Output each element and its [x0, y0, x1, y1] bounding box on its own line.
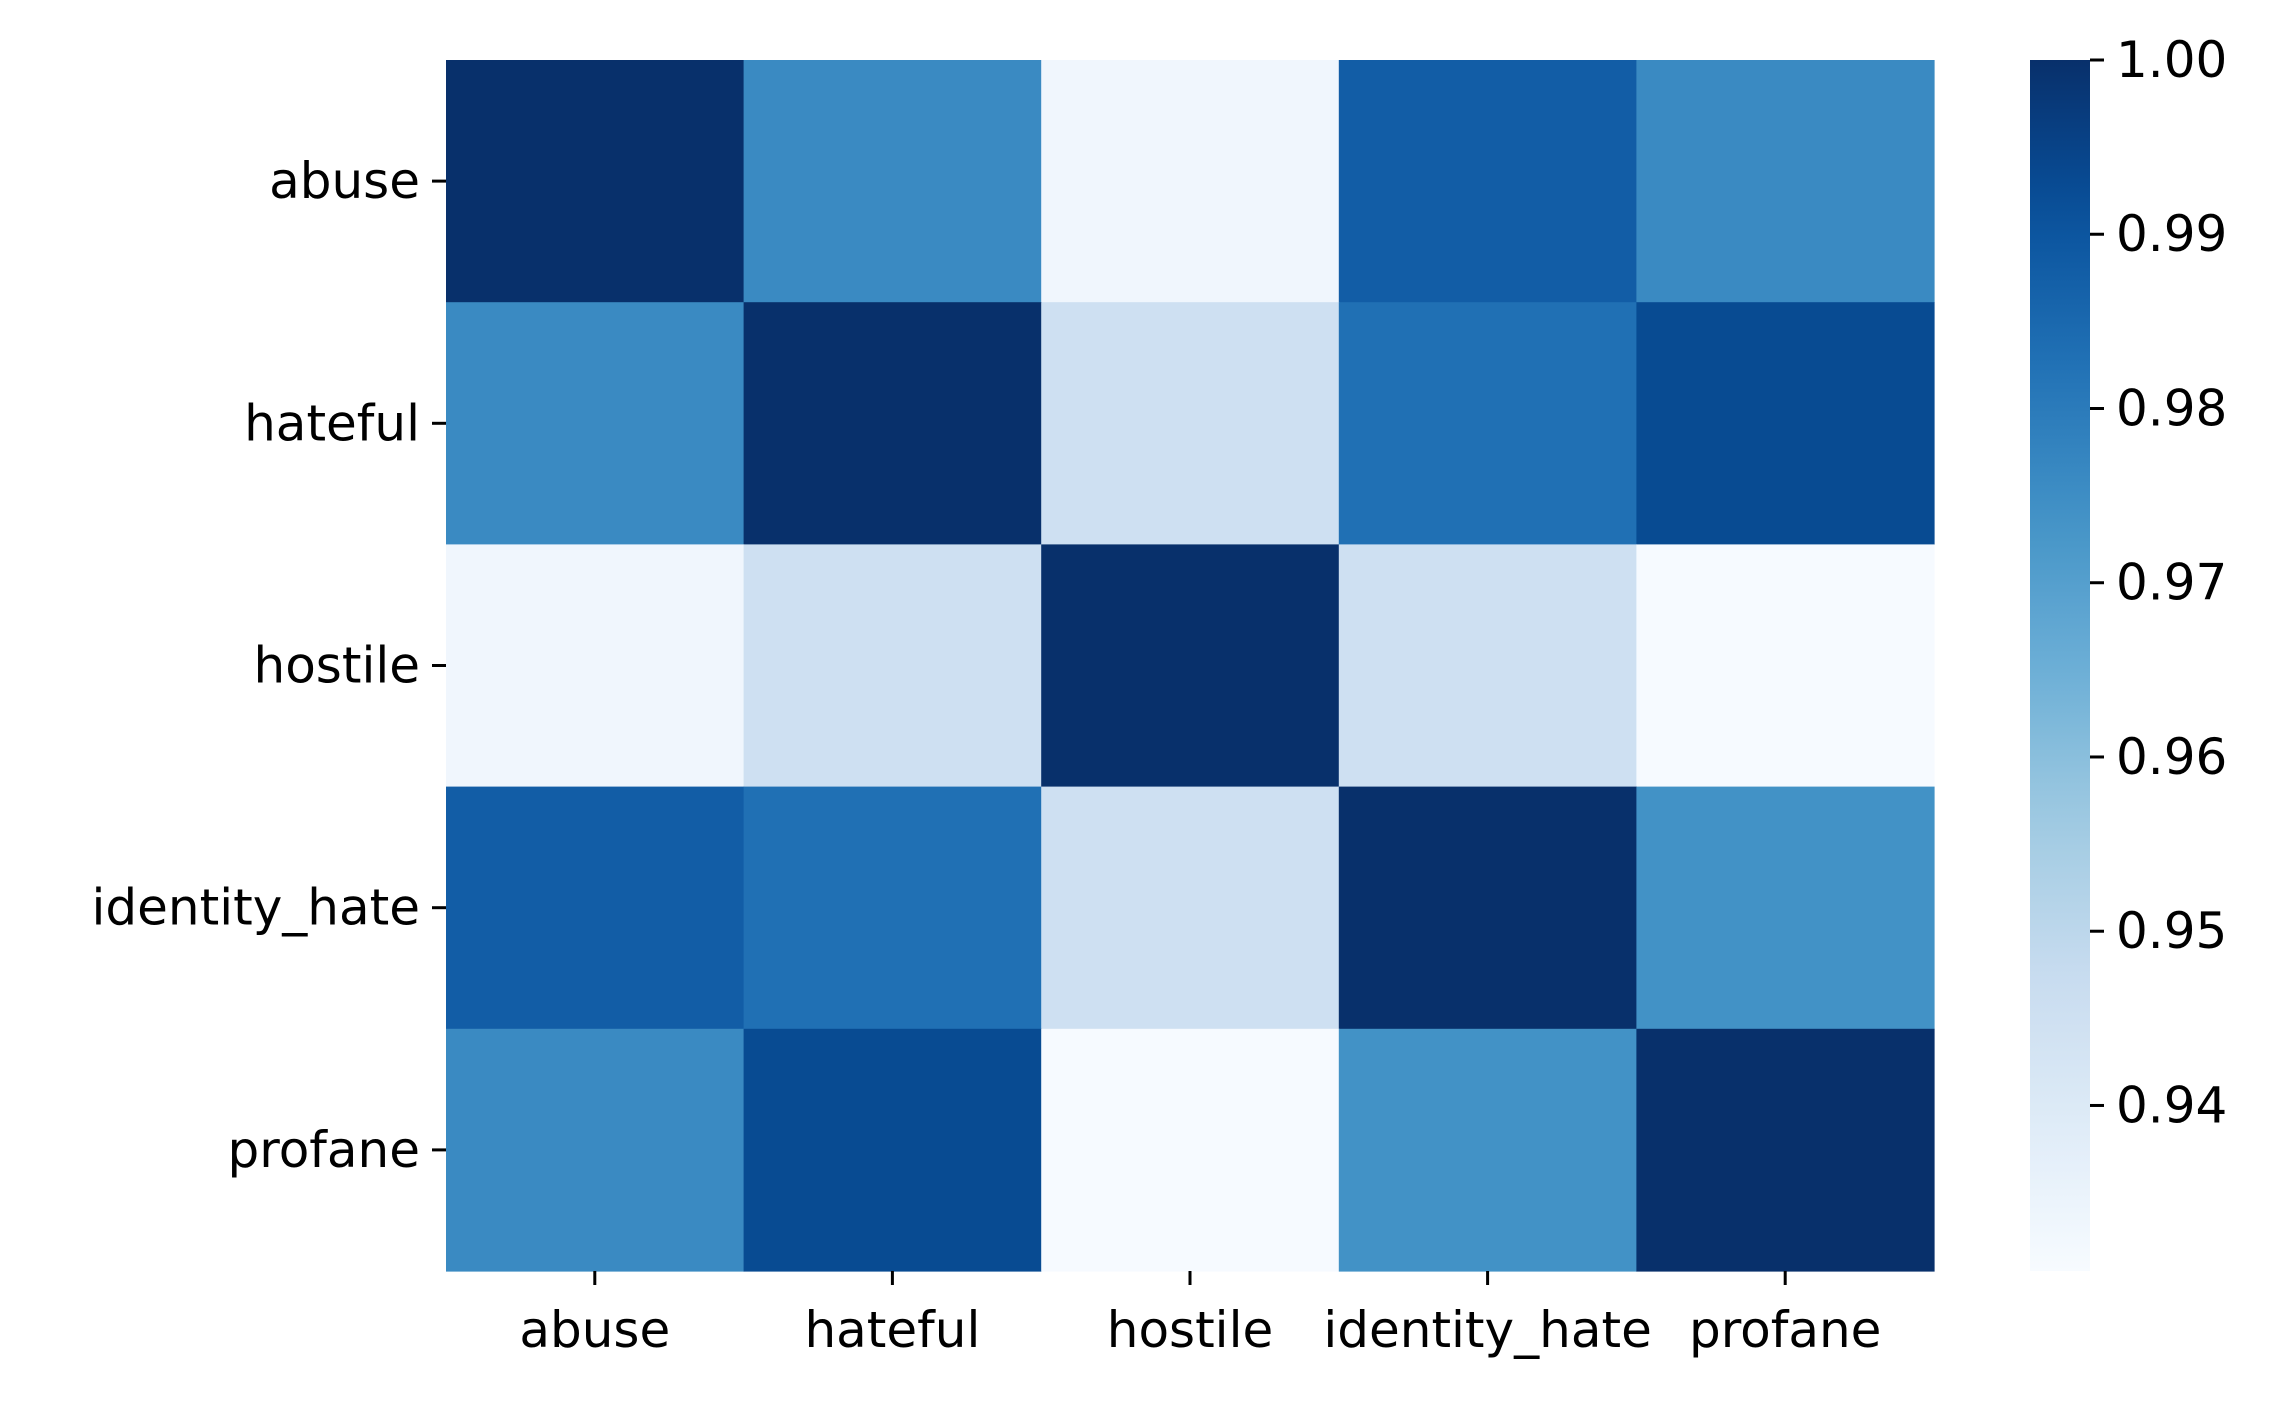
x-tick-label: identity_hate — [1323, 1301, 1651, 1359]
heatmap-cell-hateful-abuse — [446, 302, 745, 545]
colorbar-tick-label: 1.00 — [2116, 31, 2227, 89]
colorbar-tick-label: 0.99 — [2116, 205, 2227, 263]
y-tick-label: profane — [228, 1121, 420, 1179]
x-tick-label: profane — [1689, 1301, 1881, 1359]
heatmap-cell-profane-hostile — [1041, 1028, 1340, 1272]
colorbar-tick-label: 0.94 — [2116, 1076, 2227, 1134]
heatmap-cell-hostile-identity_hate — [1338, 544, 1637, 788]
heatmap-cell-hostile-hateful — [743, 544, 1042, 788]
heatmap-cell-identity_hate-abuse — [446, 786, 745, 1030]
colorbar-tick-label: 0.97 — [2116, 554, 2227, 612]
heatmap-cell-hateful-identity_hate — [1338, 302, 1637, 545]
heatmap-cell-profane-identity_hate — [1338, 1028, 1637, 1272]
heatmap-cell-hostile-hostile — [1041, 544, 1340, 788]
x-axis: abuse hateful hostile identity_hate profane — [519, 1271, 1881, 1359]
colorbar-gradient — [2030, 60, 2090, 1271]
colorbar-tick-label: 0.98 — [2116, 379, 2227, 437]
colorbar: 0.94 0.95 0.96 0.97 0.98 0.99 1.00 — [2030, 31, 2227, 1271]
heatmap-cell-profane-hateful — [743, 1028, 1042, 1272]
heatmap-cell-identity_hate-hateful — [743, 786, 1042, 1030]
heatmap-cell-hateful-hostile — [1041, 302, 1340, 545]
heatmap-cell-hostile-profane — [1636, 544, 1935, 788]
heatmap-cell-abuse-hostile — [1041, 60, 1340, 303]
heatmap-cell-hostile-abuse — [446, 544, 745, 788]
heatmap-cell-identity_hate-identity_hate — [1338, 786, 1637, 1030]
heatmap-cell-abuse-hateful — [743, 60, 1042, 303]
colorbar-tick-label: 0.95 — [2116, 902, 2227, 960]
x-tick-label: hateful — [804, 1301, 980, 1359]
heatmap-cell-identity_hate-hostile — [1041, 786, 1340, 1030]
heatmap-cell-identity_hate-profane — [1636, 786, 1935, 1030]
y-tick-label: identity_hate — [92, 879, 420, 937]
heatmap-cell-hateful-profane — [1636, 302, 1935, 545]
x-tick-label: hostile — [1107, 1301, 1273, 1359]
heatmap-cell-profane-profane — [1636, 1028, 1935, 1272]
x-tick-label: abuse — [519, 1301, 670, 1359]
heatmap-cell-profane-abuse — [446, 1028, 745, 1272]
heatmap-cells — [446, 60, 1935, 1272]
y-tick-label: abuse — [269, 152, 420, 210]
heatmap-cell-abuse-profane — [1636, 60, 1935, 303]
colorbar-tick-label: 0.96 — [2116, 728, 2227, 786]
y-tick-label: hostile — [254, 637, 420, 695]
heatmap-cell-abuse-identity_hate — [1338, 60, 1637, 303]
y-tick-label: hateful — [244, 394, 420, 452]
heatmap-cell-hateful-hateful — [743, 302, 1042, 545]
heatmap-cell-abuse-abuse — [446, 60, 745, 303]
